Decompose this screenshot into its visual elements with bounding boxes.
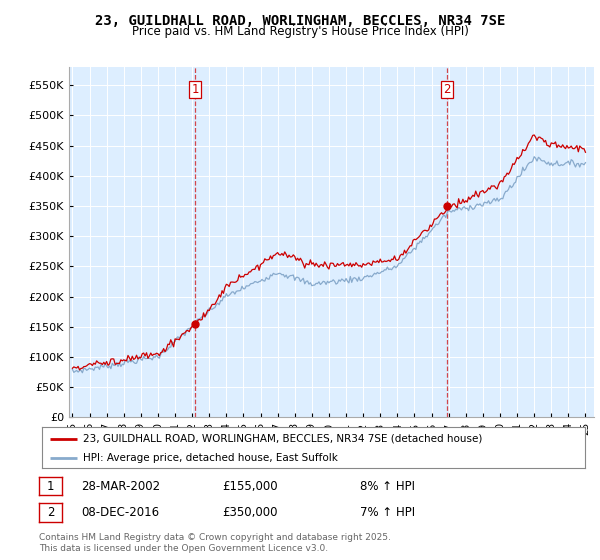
Text: 23, GUILDHALL ROAD, WORLINGHAM, BECCLES, NR34 7SE: 23, GUILDHALL ROAD, WORLINGHAM, BECCLES,…	[95, 14, 505, 28]
Text: 23, GUILDHALL ROAD, WORLINGHAM, BECCLES, NR34 7SE (detached house): 23, GUILDHALL ROAD, WORLINGHAM, BECCLES,…	[83, 433, 482, 444]
Text: 7% ↑ HPI: 7% ↑ HPI	[360, 506, 415, 519]
Text: £350,000: £350,000	[222, 506, 277, 519]
Text: HPI: Average price, detached house, East Suffolk: HPI: Average price, detached house, East…	[83, 452, 338, 463]
Text: 1: 1	[47, 479, 54, 493]
Text: 28-MAR-2002: 28-MAR-2002	[81, 479, 160, 493]
Text: 2: 2	[443, 83, 451, 96]
Text: 8% ↑ HPI: 8% ↑ HPI	[360, 479, 415, 493]
Text: 08-DEC-2016: 08-DEC-2016	[81, 506, 159, 519]
Text: Contains HM Land Registry data © Crown copyright and database right 2025.
This d: Contains HM Land Registry data © Crown c…	[39, 533, 391, 553]
Text: 1: 1	[191, 83, 199, 96]
Text: £155,000: £155,000	[222, 479, 278, 493]
Text: 2: 2	[47, 506, 54, 519]
Text: Price paid vs. HM Land Registry's House Price Index (HPI): Price paid vs. HM Land Registry's House …	[131, 25, 469, 38]
